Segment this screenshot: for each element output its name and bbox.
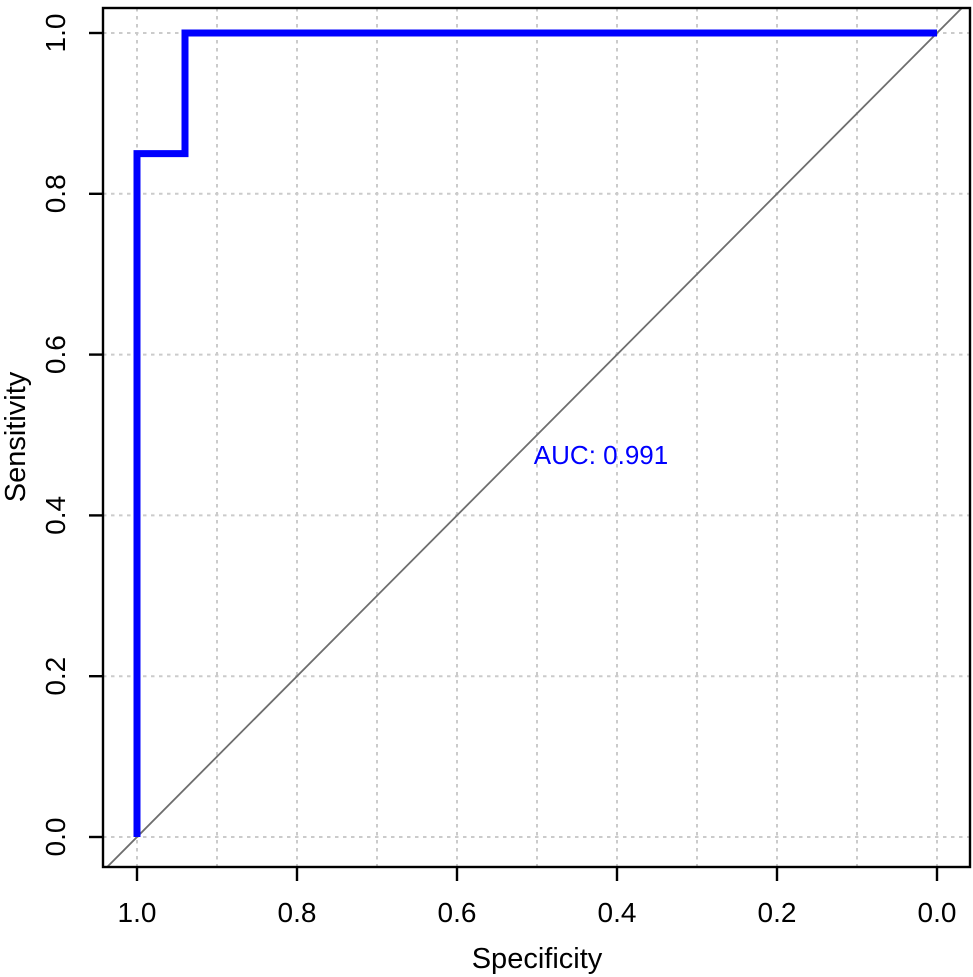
axis-tick-marks (89, 31, 939, 881)
x-tick-label: 0.6 (438, 897, 477, 928)
y-tick-label: 1.0 (40, 14, 71, 53)
roc-curve (133, 29, 937, 837)
x-tick-label: 0.0 (918, 897, 957, 928)
x-axis-title: Specificity (472, 943, 603, 975)
reference-diagonal-layer (105, 8, 964, 867)
y-axis-title: Sensitivity (0, 371, 32, 502)
grid-lines (103, 8, 970, 867)
x-tick-label: 0.2 (758, 897, 797, 928)
auc-annotation: AUC: 0.991 (534, 440, 668, 470)
plot-box-layer (101, 6, 972, 869)
x-tick-label: 0.4 (598, 897, 637, 928)
plot-box (101, 6, 972, 869)
chance-line (105, 8, 964, 867)
y-tick-labels: 0.0 0.2 0.4 0.6 0.8 1.0 (40, 14, 71, 857)
y-tick-label: 0.0 (40, 818, 71, 857)
y-tick-label: 0.2 (40, 657, 71, 696)
x-tick-label: 1.0 (118, 897, 157, 928)
y-tick-label: 0.6 (40, 335, 71, 374)
y-tick-label: 0.8 (40, 174, 71, 213)
y-tick-label: 0.4 (40, 496, 71, 535)
x-tick-label: 0.8 (278, 897, 317, 928)
x-tick-labels: 1.0 0.8 0.6 0.4 0.2 0.0 (118, 897, 957, 928)
roc-curve-layer (133, 29, 937, 837)
